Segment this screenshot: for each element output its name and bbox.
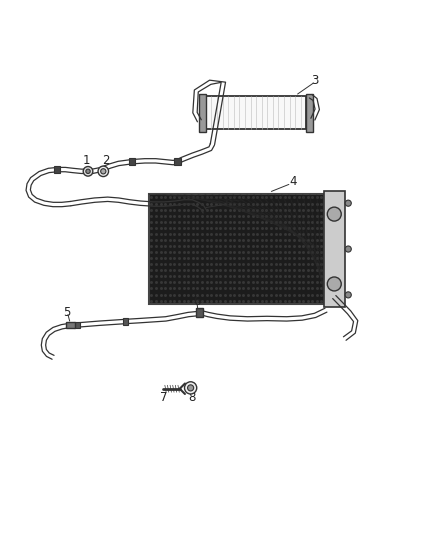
Bar bbox=[206, 96, 306, 129]
Text: 5: 5 bbox=[64, 306, 71, 319]
Circle shape bbox=[345, 200, 351, 206]
Circle shape bbox=[327, 207, 341, 221]
Bar bbox=[123, 318, 128, 325]
Text: 6: 6 bbox=[194, 295, 201, 308]
Text: 1: 1 bbox=[82, 155, 90, 167]
Circle shape bbox=[327, 277, 341, 291]
Circle shape bbox=[187, 385, 194, 391]
Bar bbox=[66, 321, 75, 328]
Bar bbox=[324, 191, 345, 307]
Circle shape bbox=[101, 169, 106, 174]
Bar bbox=[199, 94, 206, 132]
Circle shape bbox=[86, 169, 90, 174]
Bar bbox=[196, 308, 203, 317]
Bar bbox=[174, 158, 180, 165]
Bar bbox=[74, 321, 80, 328]
Bar bbox=[53, 166, 60, 173]
Bar bbox=[306, 94, 313, 132]
Text: 2: 2 bbox=[102, 155, 109, 167]
Circle shape bbox=[98, 166, 109, 176]
Circle shape bbox=[345, 292, 351, 298]
Circle shape bbox=[345, 246, 351, 252]
Text: 4: 4 bbox=[290, 175, 297, 188]
Text: 8: 8 bbox=[188, 391, 196, 404]
Bar bbox=[129, 158, 135, 165]
Bar bbox=[149, 195, 324, 304]
Text: 6: 6 bbox=[224, 196, 231, 208]
Circle shape bbox=[83, 166, 93, 176]
Text: 3: 3 bbox=[311, 74, 319, 86]
Text: 7: 7 bbox=[160, 391, 168, 404]
Circle shape bbox=[184, 382, 197, 394]
